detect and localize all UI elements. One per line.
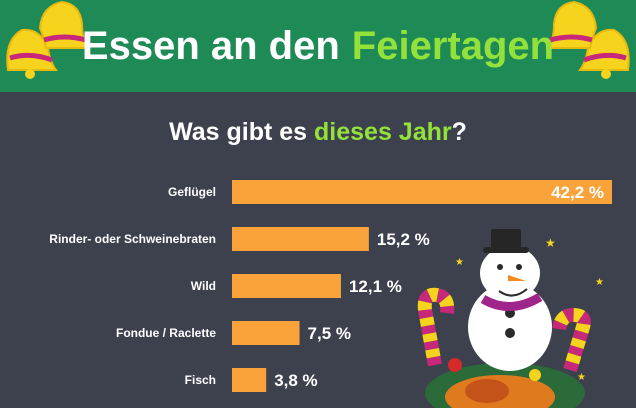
page-title-main: Essen an den bbox=[81, 23, 340, 68]
value-label: 7,5 % bbox=[308, 324, 351, 343]
category-label: Wild bbox=[191, 279, 216, 293]
category-label: Rinder- oder Schweinebraten bbox=[49, 232, 216, 246]
bar bbox=[232, 321, 300, 345]
page-title-accent: Feiertagen bbox=[351, 23, 555, 68]
bar bbox=[232, 227, 369, 251]
page-title: Essen an den Feiertagen bbox=[0, 0, 636, 92]
snowman-icon: ★ ★ ★ ★ bbox=[417, 229, 604, 408]
category-label: Fisch bbox=[185, 373, 216, 387]
category-label: Geflügel bbox=[168, 185, 216, 199]
bar bbox=[232, 368, 267, 392]
svg-text:★: ★ bbox=[455, 257, 464, 268]
value-label: 15,2 % bbox=[377, 230, 430, 249]
value-label: 12,1 % bbox=[349, 277, 402, 296]
svg-text:★: ★ bbox=[545, 236, 556, 250]
bell-icon bbox=[546, 0, 630, 79]
bell-icon bbox=[6, 0, 90, 79]
category-label: Fondue / Raclette bbox=[116, 326, 216, 340]
value-label: 3,8 % bbox=[274, 371, 317, 390]
value-label: 42,2 % bbox=[551, 183, 604, 202]
chart-title-accent: dieses Jahr bbox=[314, 118, 452, 146]
header-banner bbox=[0, 0, 636, 92]
bar bbox=[232, 274, 341, 298]
svg-text:★: ★ bbox=[577, 372, 586, 383]
chart-title: Was gibt es dieses Jahr? bbox=[0, 118, 636, 147]
svg-text:★: ★ bbox=[595, 277, 604, 288]
chart-title-prefix: Was gibt es bbox=[169, 118, 308, 146]
chart-title-suffix: ? bbox=[451, 118, 467, 146]
bar bbox=[232, 180, 612, 204]
